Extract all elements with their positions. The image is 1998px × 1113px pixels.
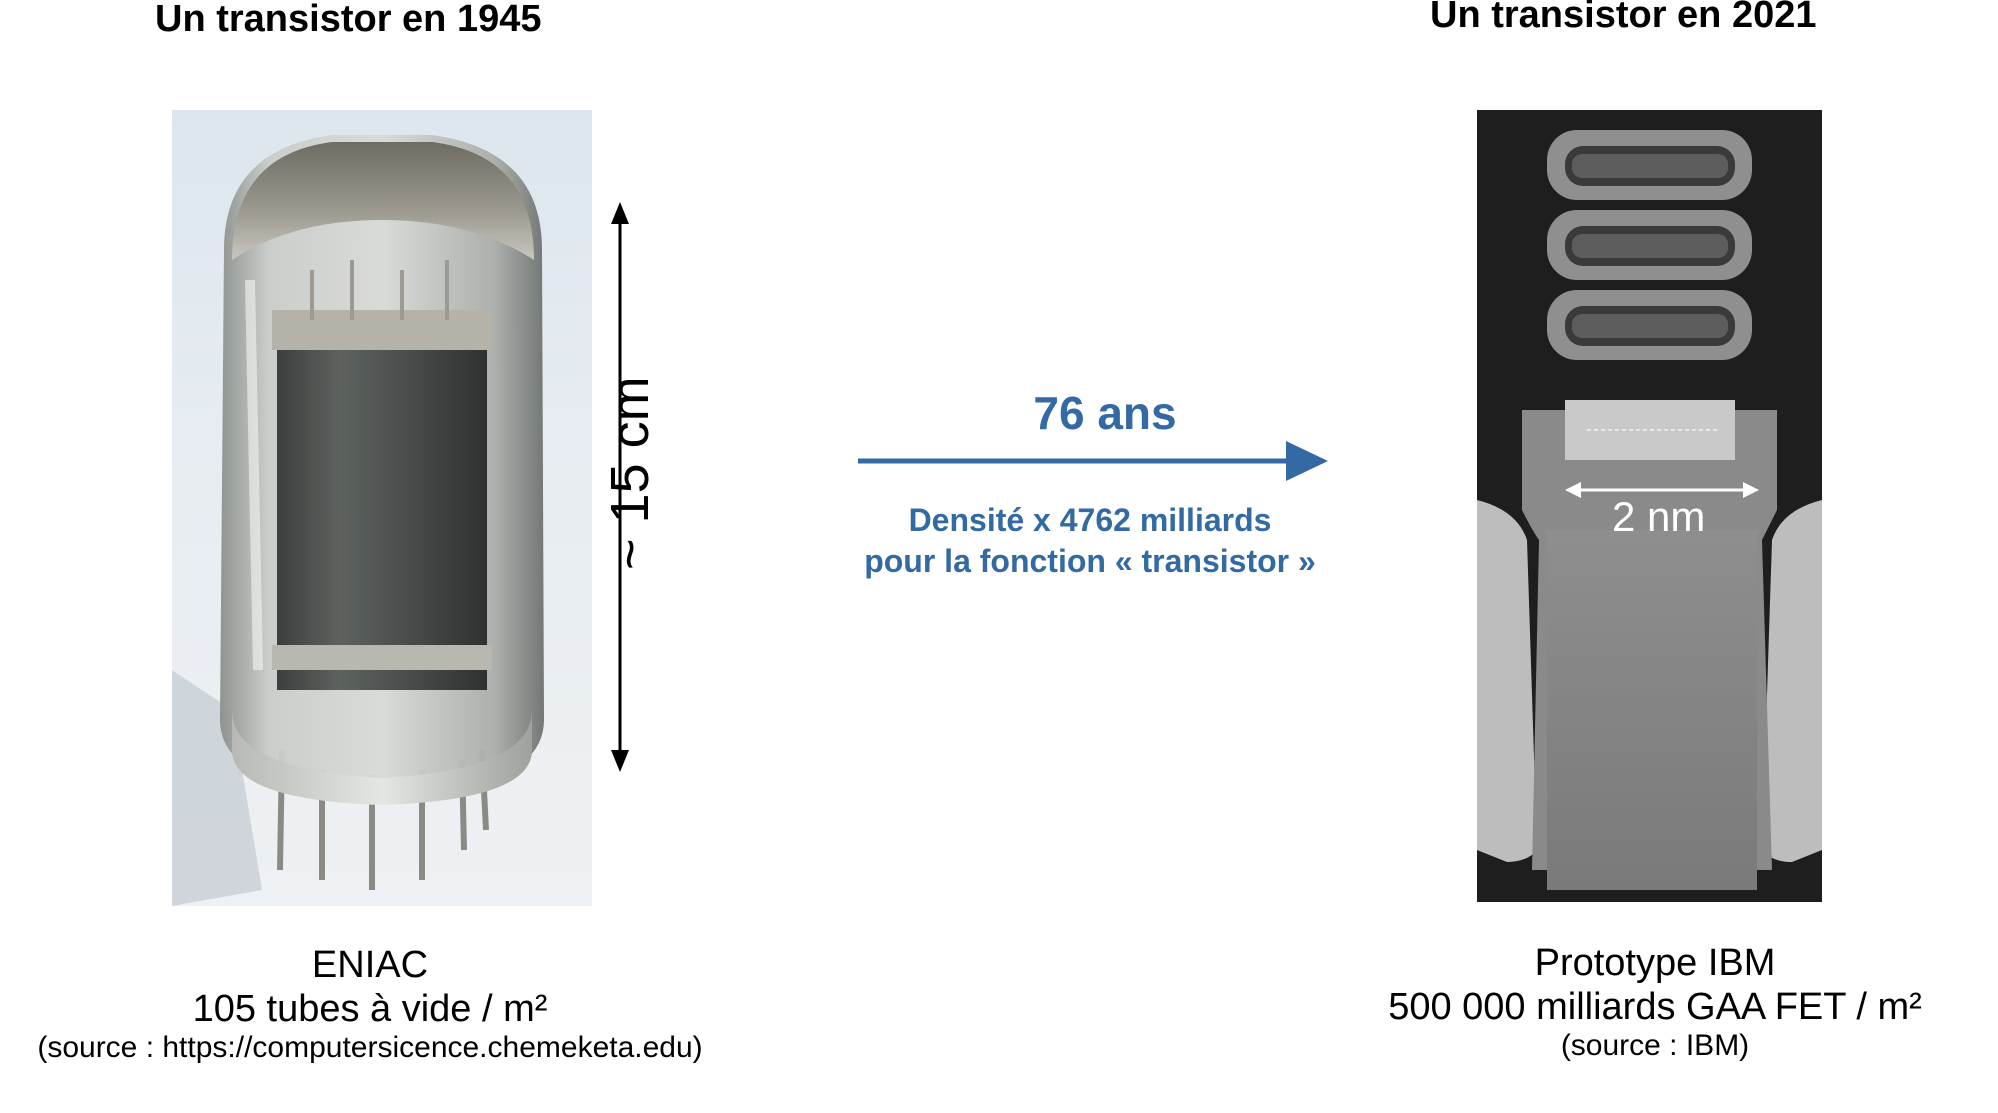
progress-arrow bbox=[858, 440, 1328, 482]
caption-right-source: (source : IBM) bbox=[1560, 1029, 1750, 1063]
dimension-arrow bbox=[598, 202, 642, 772]
caption-left-title: ENIAC bbox=[311, 944, 429, 986]
vacuum-tube-photo bbox=[172, 110, 592, 906]
dimension-label: ~ 15 cm bbox=[600, 376, 660, 570]
tem-illustration bbox=[1477, 110, 1822, 902]
density-line-1: Densité x 4762 milliards bbox=[908, 502, 1272, 538]
caption-left-density: 105 tubes à vide / m² bbox=[192, 987, 548, 1030]
density-line-2: pour la fonction « transistor » bbox=[864, 543, 1316, 579]
density-note: Densité x 4762 milliards pour la fonctio… bbox=[810, 500, 1370, 582]
title-2021: Un transistor en 2021 bbox=[1430, 0, 1817, 36]
title-1945: Un transistor en 1945 bbox=[155, 0, 542, 40]
gaa-fet-tem-photo bbox=[1477, 110, 1822, 902]
elapsed-years: 76 ans bbox=[1033, 387, 1177, 439]
caption-right: Prototype IBM 500 000 milliards GAA FET … bbox=[1340, 942, 1970, 1064]
scale-label: 2 nm bbox=[1612, 493, 1706, 540]
caption-left-source: (source : https://computersicence.chemek… bbox=[37, 1031, 703, 1065]
caption-right-title: Prototype IBM bbox=[1534, 942, 1776, 984]
vacuum-tube-illustration bbox=[172, 135, 544, 906]
caption-left: ENIAC 105 tubes à vide / m² (source : ht… bbox=[0, 944, 740, 1066]
caption-right-density: 500 000 milliards GAA FET / m² bbox=[1388, 985, 1922, 1028]
